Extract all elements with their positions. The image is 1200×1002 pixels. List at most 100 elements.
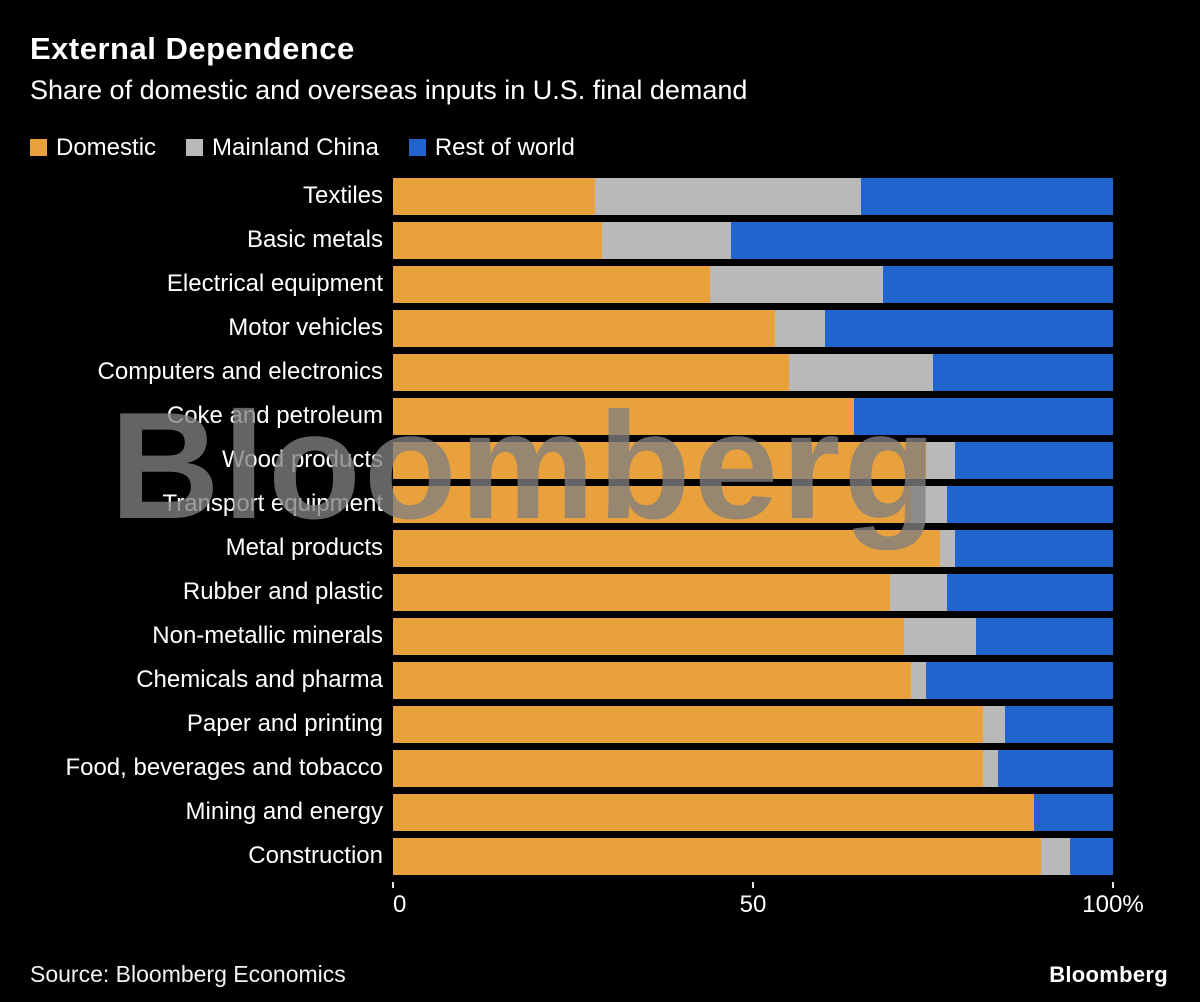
category-label: Textiles xyxy=(302,182,383,210)
legend: Domestic Mainland China Rest of world xyxy=(30,134,1113,162)
bar-segment-mainland-china xyxy=(911,661,926,699)
bar-segment-domestic xyxy=(393,705,984,743)
chart-row-chemicals-and-pharma: Chemicals and pharma xyxy=(30,661,1113,699)
bar-segment-mainland-china xyxy=(601,221,732,259)
category-label: Motor vehicles xyxy=(228,314,383,342)
stacked-bar xyxy=(393,529,1113,567)
stacked-bar xyxy=(393,221,1113,259)
bar-segment-domestic xyxy=(393,221,602,259)
bar-segment-domestic xyxy=(393,661,912,699)
chart-row-electrical-equipment: Electrical equipment xyxy=(30,265,1113,303)
category-label: Transport equipment xyxy=(162,490,383,518)
bar-segment-domestic xyxy=(393,749,984,787)
category-label: Electrical equipment xyxy=(166,270,383,298)
category-label: Metal products xyxy=(225,534,383,562)
category-label: Basic metals xyxy=(246,226,383,254)
chart-title: External Dependence xyxy=(30,31,355,66)
chart-subtitle: Share of domestic and overseas inputs in… xyxy=(30,75,748,106)
stacked-bar xyxy=(393,837,1113,875)
stacked-bar-chart: Textiles Basic metals Electrical equipment… xyxy=(30,177,1113,875)
bar-segment-domestic xyxy=(393,573,890,611)
category-label: Chemicals and pharma xyxy=(136,666,383,694)
chart-row-rubber-and-plastic: Rubber and plastic xyxy=(30,573,1113,611)
bar-segment-mainland-china xyxy=(789,353,933,391)
bar-segment-mainland-china xyxy=(904,617,977,655)
bar-segment-rest-of-world xyxy=(954,529,1113,567)
x-axis-track: 0 50 100% xyxy=(392,881,1144,922)
x-axis-tick-label: 50 xyxy=(739,890,767,918)
bar-segment-domestic xyxy=(393,177,595,215)
category-label: Mining and energy xyxy=(185,798,383,826)
bar-segment-rest-of-world xyxy=(1033,793,1113,831)
bar-segment-domestic xyxy=(393,309,775,347)
chart-row-paper-and-printing: Paper and printing xyxy=(30,705,1113,743)
bar-segment-mainland-china xyxy=(709,265,883,303)
chart-row-transport-equipment: Transport equipment xyxy=(30,485,1113,523)
stacked-bar xyxy=(393,485,1113,523)
bar-segment-rest-of-world xyxy=(997,749,1113,787)
bar-segment-rest-of-world xyxy=(1069,837,1113,875)
stacked-bar xyxy=(393,265,1113,303)
legend-swatch-mainland-china xyxy=(186,139,204,157)
x-axis-tick-label: 100% xyxy=(1082,890,1144,918)
stacked-bar xyxy=(393,749,1113,787)
bar-segment-rest-of-world xyxy=(731,221,1113,259)
bar-segment-mainland-china xyxy=(594,177,861,215)
bar-segment-rest-of-world xyxy=(954,441,1113,479)
legend-swatch-domestic xyxy=(30,139,47,157)
chart-row-textiles: Textiles xyxy=(30,177,1113,215)
x-axis-tick-mark xyxy=(392,881,394,888)
bar-segment-mainland-china xyxy=(983,705,1005,743)
stacked-bar xyxy=(393,573,1113,611)
bar-segment-domestic xyxy=(393,485,912,523)
bar-segment-mainland-china xyxy=(983,749,998,787)
bar-segment-mainland-china xyxy=(911,485,948,523)
stacked-bar xyxy=(393,793,1113,831)
bar-segment-rest-of-world xyxy=(976,617,1113,655)
bar-segment-rest-of-world xyxy=(860,177,1113,215)
chart-row-wood-products: Wood products xyxy=(30,441,1113,479)
chart-row-metal-products: Metal products xyxy=(30,529,1113,567)
stacked-bar xyxy=(393,661,1113,699)
legend-item-rest-of-world: Rest of world xyxy=(408,134,575,162)
bar-segment-rest-of-world xyxy=(824,309,1113,347)
bar-segment-domestic xyxy=(393,265,710,303)
stacked-bar xyxy=(393,397,1113,435)
legend-item-mainland-china: Mainland China xyxy=(186,134,379,162)
category-label: Coke and petroleum xyxy=(166,402,383,430)
chart-row-motor-vehicles: Motor vehicles xyxy=(30,309,1113,347)
bar-segment-domestic xyxy=(393,529,941,567)
bar-segment-rest-of-world xyxy=(882,265,1113,303)
legend-swatch-rest-of-world xyxy=(408,139,426,157)
stacked-bar xyxy=(393,353,1113,391)
bar-segment-domestic xyxy=(393,793,1034,831)
x-axis-spacer xyxy=(30,882,393,922)
bar-segment-domestic xyxy=(393,441,926,479)
chart-row-computers-and-electronics: Computers and electronics xyxy=(30,353,1113,391)
bar-segment-domestic xyxy=(393,617,905,655)
chart-row-mining-and-energy: Mining and energy xyxy=(30,793,1113,831)
bar-segment-mainland-china xyxy=(774,309,825,347)
legend-label: Domestic xyxy=(56,133,157,161)
source-text: Source: Bloomberg Economics xyxy=(30,961,346,987)
bar-segment-rest-of-world xyxy=(933,353,1113,391)
chart-row-coke-and-petroleum: Coke and petroleum xyxy=(30,397,1113,435)
bar-segment-domestic xyxy=(393,837,1041,875)
chart-row-food-beverages-and-tobacco: Food, beverages and tobacco xyxy=(30,749,1113,787)
chart-row-non-metallic-minerals: Non-metallic minerals xyxy=(30,617,1113,655)
footer: Source: Bloomberg Economics Bloomberg xyxy=(0,961,1200,988)
bar-segment-rest-of-world xyxy=(1004,705,1113,743)
bar-segment-rest-of-world xyxy=(925,661,1113,699)
bar-segment-rest-of-world xyxy=(947,485,1113,523)
chart-row-construction: Construction xyxy=(30,837,1113,875)
stacked-bar xyxy=(393,441,1113,479)
bar-segment-domestic xyxy=(393,397,854,435)
category-label: Non-metallic minerals xyxy=(152,622,383,650)
bar-segment-mainland-china xyxy=(889,573,948,611)
bar-segment-mainland-china xyxy=(925,441,955,479)
bar-segment-rest-of-world xyxy=(853,397,1113,435)
stacked-bar xyxy=(393,177,1113,215)
bar-segment-rest-of-world xyxy=(947,573,1113,611)
category-label: Rubber and plastic xyxy=(182,578,383,606)
